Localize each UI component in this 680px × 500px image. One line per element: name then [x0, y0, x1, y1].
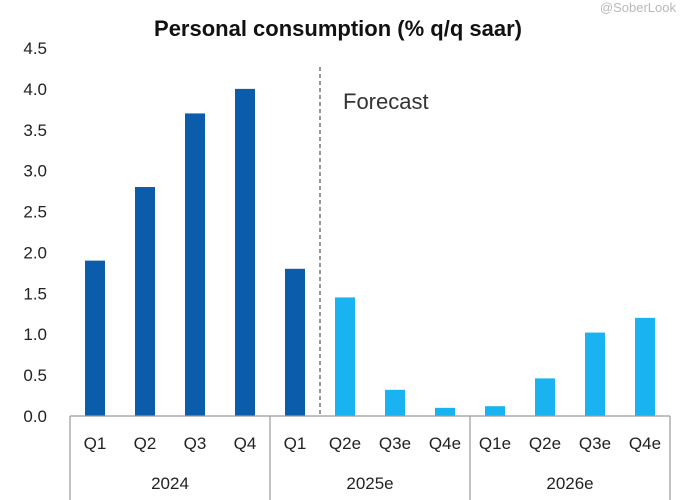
x-category-label: Q4e	[629, 434, 661, 453]
x-axis: Q1 Q2 Q3 Q4 Q1 Q2e Q3e Q4e Q1e Q2e Q3e Q4e 2024 2025e…	[69, 415, 671, 500]
forecast-bar	[485, 406, 505, 416]
y-tick-label: 2.5	[23, 203, 47, 222]
actual-bar	[85, 260, 105, 416]
y-tick-label: 3.0	[23, 162, 47, 181]
forecast-bar	[385, 389, 405, 416]
x-category-label: Q3e	[579, 434, 611, 453]
forecast-bar	[635, 317, 655, 416]
bars-group	[85, 88, 655, 416]
y-tick-label: 4.5	[23, 39, 47, 58]
x-category-label: Q2	[134, 434, 157, 453]
y-axis: 0.0 0.5 1.0 1.5 2.0 2.5 3.0 3.5 4.0 4.5	[23, 39, 47, 426]
x-year-label: 2025e	[346, 474, 393, 493]
actual-bar	[185, 113, 205, 416]
actual-bar	[135, 187, 155, 416]
x-category-label: Q2e	[529, 434, 561, 453]
x-category-label: Q2e	[329, 434, 361, 453]
forecast-bar	[435, 407, 455, 416]
chart-title: Personal consumption (% q/q saar)	[154, 16, 522, 41]
x-category-label: Q4e	[429, 434, 461, 453]
x-category-label: Q1e	[479, 434, 511, 453]
forecast-bar	[335, 297, 355, 416]
y-tick-label: 3.5	[23, 121, 47, 140]
watermark-text: @SoberLook	[600, 0, 677, 15]
y-tick-label: 0.5	[23, 366, 47, 385]
y-tick-label: 4.0	[23, 80, 47, 99]
forecast-bar	[535, 378, 555, 416]
y-tick-label: 1.0	[23, 325, 47, 344]
y-tick-label: 2.0	[23, 243, 47, 262]
x-category-label: Q1	[84, 434, 107, 453]
x-year-label: 2024	[151, 474, 189, 493]
x-category-label: Q4	[234, 434, 257, 453]
forecast-bar	[585, 332, 605, 416]
x-year-label: 2026e	[546, 474, 593, 493]
x-category-label: Q1	[284, 434, 307, 453]
y-tick-label: 1.5	[23, 284, 47, 303]
forecast-label: Forecast	[343, 89, 429, 114]
actual-bar	[235, 88, 255, 416]
actual-bar	[285, 268, 305, 416]
x-category-label: Q3e	[379, 434, 411, 453]
y-tick-label: 0.0	[23, 407, 47, 426]
x-category-label: Q3	[184, 434, 207, 453]
